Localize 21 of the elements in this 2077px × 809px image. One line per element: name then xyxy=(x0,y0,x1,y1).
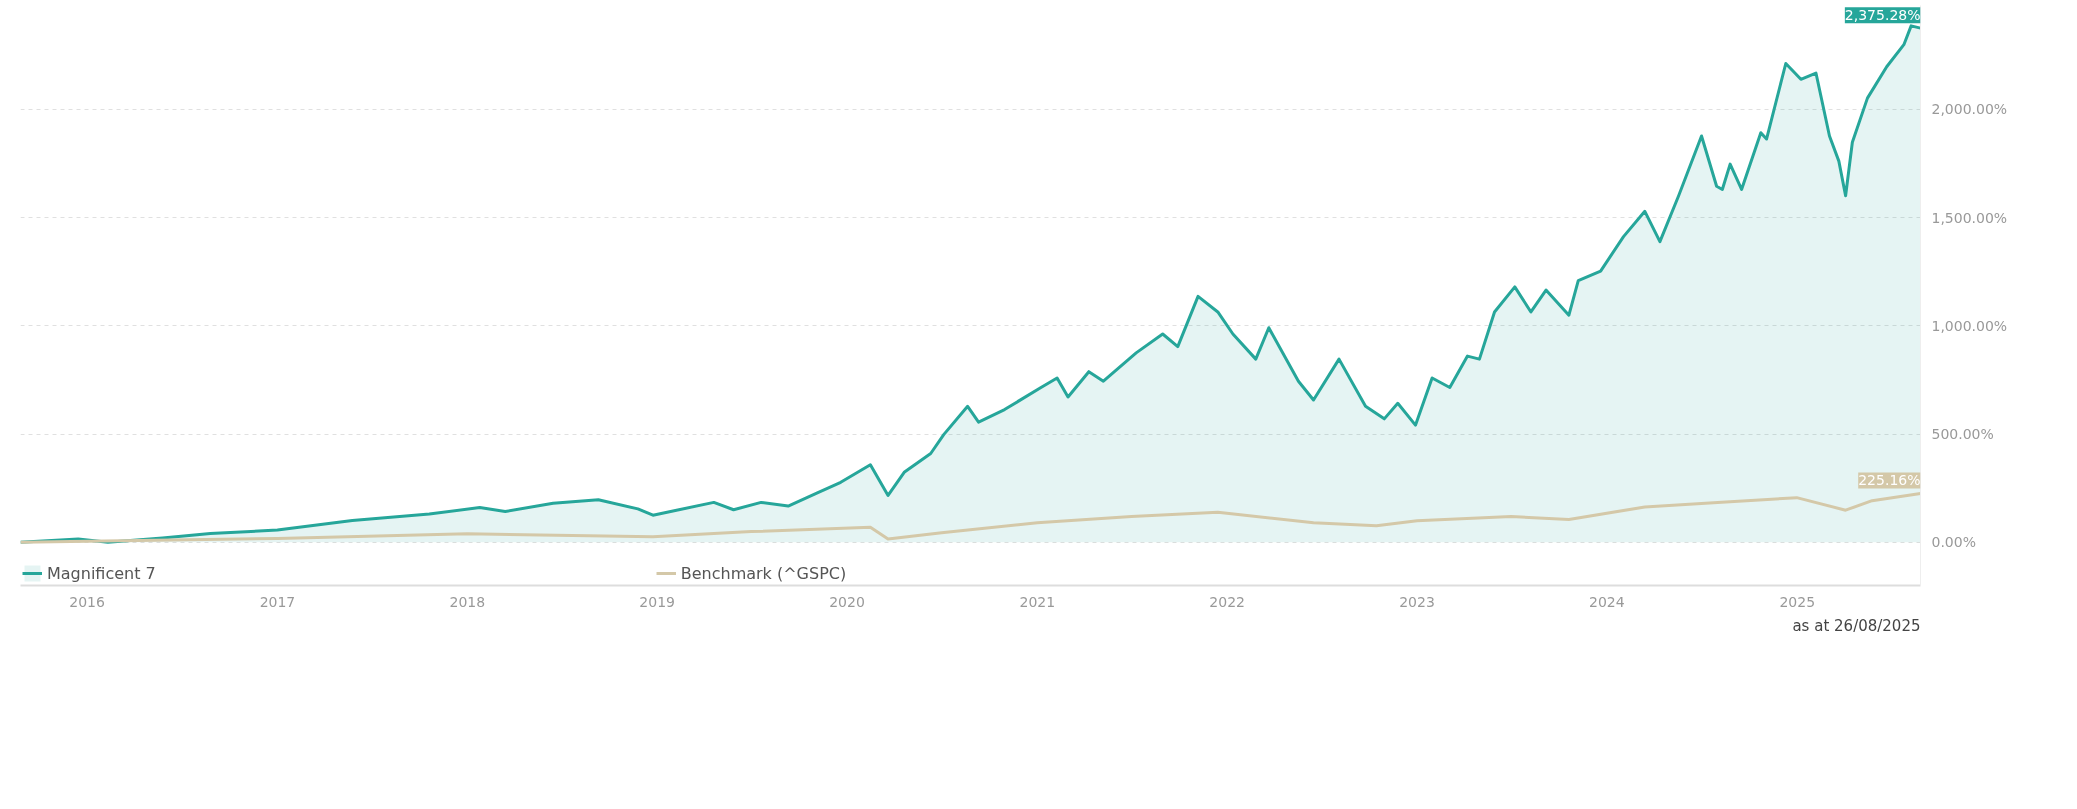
legend-label: Magnificent 7 xyxy=(47,563,156,583)
y-tick-label: 0.00% xyxy=(1931,534,1976,551)
y-tick-label: 1,000.00% xyxy=(1931,317,2008,334)
x-tick-label: 2018 xyxy=(449,593,486,610)
legend-label: Benchmark (^GSPC) xyxy=(680,563,847,583)
text: as at 26/08/2025 xyxy=(1792,616,1921,635)
y-tick-label: 500.00% xyxy=(1931,426,1994,443)
x-tick-label: 2019 xyxy=(639,593,675,610)
x-tick-label: 2025 xyxy=(1779,593,1816,610)
y-tick-label: 1,500.00% xyxy=(1931,209,2008,226)
x-tick-label: 2024 xyxy=(1589,593,1625,610)
line-series xyxy=(20,491,1921,544)
data-label: 2,375.28% xyxy=(1844,7,1921,24)
data-label: 225.16% xyxy=(1858,472,1921,489)
y-tick-label: 2,000.00% xyxy=(1931,101,2008,118)
x-tick-label: 2017 xyxy=(259,593,296,610)
x-tick-label: 2016 xyxy=(69,593,105,610)
x-tick-label: 2022 xyxy=(1209,593,1246,610)
x-tick-label: 2020 xyxy=(829,593,865,610)
x-tick-label: 2021 xyxy=(1019,593,1056,610)
x-tick-label: 2023 xyxy=(1399,593,1435,610)
